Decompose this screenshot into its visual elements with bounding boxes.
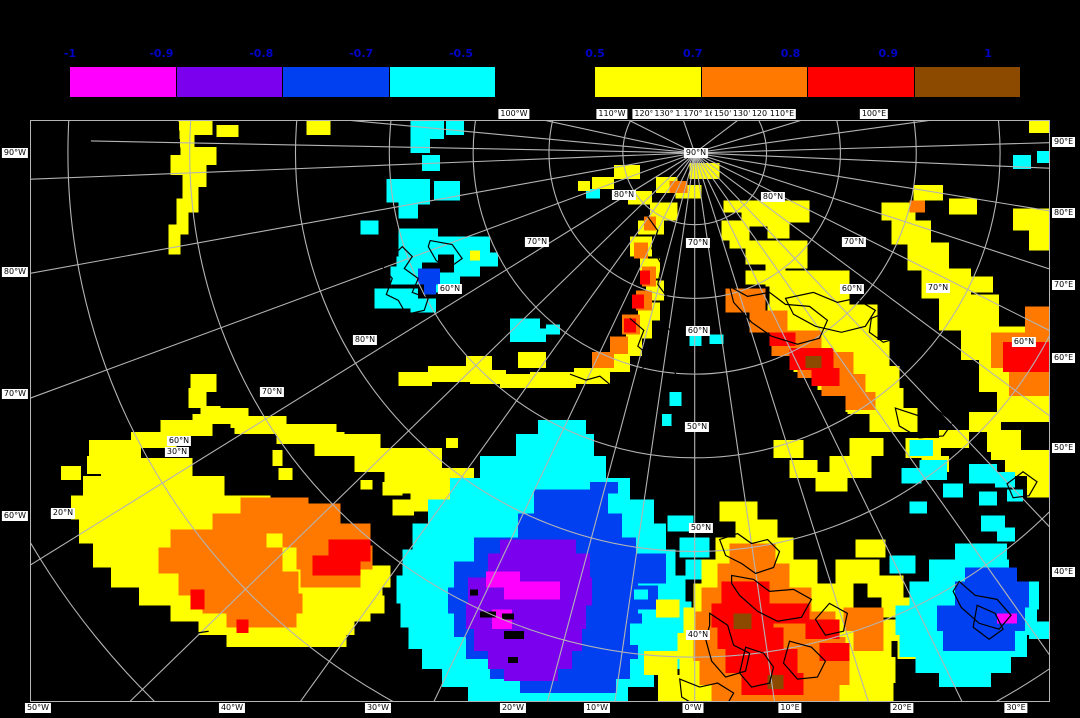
axis-label-top-3: 130°W (652, 109, 684, 119)
colorbar-left-seg-3 (389, 67, 495, 97)
axis-label-top-5: 170°W (681, 109, 713, 119)
colorbar-right-seg-3 (914, 67, 1020, 97)
graticule-label-17: 50°N (688, 523, 714, 533)
axis-label-top-2: 120°W (632, 109, 664, 119)
axis-label-right-4: 50°E (1052, 443, 1076, 453)
graticule-label-4: 70°N (259, 387, 285, 397)
colorbar-left-seg-1 (176, 67, 283, 97)
axis-label-bottom-3: 20°W (499, 703, 527, 713)
axis-label-bottom-5: 0°W (682, 703, 704, 713)
map-plot-area (31, 121, 1049, 701)
region-greenland-cyan (360, 121, 600, 343)
colorbar-right-tick-1: 0.7 (683, 47, 703, 60)
colorbar-right-seg-1 (701, 67, 808, 97)
graticule-label-3: 80°N (760, 192, 786, 202)
region-subtropical-atlantic-red-core (190, 539, 371, 634)
axis-label-bottom-0: 50°W (24, 703, 52, 713)
graticule-label-7: 70°N (841, 237, 867, 247)
region-greenland-blue-core (418, 268, 441, 295)
axis-label-bottom-7: 20°E (890, 703, 914, 713)
polar-stereographic-map: 90°N 80°N 80°N 80°N 70°N 70°N 70°N 70°N 70°N 60°N… (30, 120, 1050, 702)
axis-label-top-11: 100°E (859, 109, 889, 119)
axis-label-bottom-6: 10°E (778, 703, 802, 713)
axis-label-right-3: 60°E (1052, 353, 1076, 363)
colorbar-right-segments (595, 67, 1020, 97)
axis-label-left-1: 80°W (1, 267, 28, 277)
axis-label-bottom-2: 30°W (364, 703, 392, 713)
graticule-label-11: 60°N (685, 326, 711, 336)
graticule-label-1: 80°N (352, 335, 378, 345)
region-misc-cyan-patches (629, 150, 1049, 646)
graticule-label-13: 60°N (1011, 337, 1037, 347)
graticule-label-18: 40°N (685, 630, 711, 640)
graticule-label-8: 70°N (925, 283, 951, 293)
axis-label-top-7: 150°E (711, 109, 741, 119)
region-siberia-red-core (623, 270, 1049, 387)
region-misc-yellow-spots (306, 121, 1049, 460)
colorbar-right-seg-0 (595, 67, 702, 97)
axis-label-right-2: 70°E (1052, 280, 1076, 290)
axis-label-bottom-4: 10°W (583, 703, 611, 713)
parallels (31, 121, 1049, 701)
colorbar-left-ticks: -1 -0.9 -0.8 -0.7 -0.5 (64, 47, 495, 65)
graticule-label-2: 80°N (611, 190, 637, 200)
axis-label-left-2: 70°W (1, 389, 28, 399)
region-caspian-magenta-spot (997, 613, 1018, 624)
colorbar-left-segments (70, 67, 495, 97)
graticule-label-10: 60°N (437, 284, 463, 294)
graticule-label-0: 90°N (683, 148, 709, 158)
colorbar-left-tick-0: -1 (63, 47, 77, 60)
axis-label-top-1: 110°W (596, 109, 628, 119)
colorbar-right-seg-2 (808, 67, 915, 97)
graticule-label-15: 30°N (164, 447, 190, 457)
region-siberia-brown-core (805, 356, 822, 369)
graticule-label-6: 70°N (685, 238, 711, 248)
graticule-label-19: 20°N (50, 508, 76, 518)
axis-label-top-0: 100°W (498, 109, 530, 119)
colorbar-left-tick-2: -0.8 (249, 47, 274, 60)
region-north-atlantic-gaps (470, 589, 525, 664)
axis-label-top-8: 130°E (730, 109, 760, 119)
axis-label-bottom-8: 30°E (1004, 703, 1028, 713)
colorbar-right-ticks: 0.5 0.7 0.8 0.9 1 (585, 47, 1020, 65)
graticule (31, 121, 1049, 701)
negative-correlation-colorbar: -1 -0.9 -0.8 -0.7 -0.5 (64, 47, 495, 97)
axis-label-top-9: 120°E (749, 109, 779, 119)
axis-label-bottom-1: 40°W (218, 703, 246, 713)
graticule-label-9: 60°N (166, 436, 192, 446)
colorbar-left-tick-4: -0.5 (448, 47, 474, 60)
graticule-label-5: 70°N (524, 237, 550, 247)
colorbar-right-tick-0: 0.5 (585, 47, 605, 60)
graticule-label-12: 60°N (839, 284, 865, 294)
coastlines (90, 216, 1038, 701)
colorbar-right-tick-4: 1 (984, 47, 992, 60)
axis-label-right-0: 90°E (1052, 137, 1076, 147)
colorbar-left-seg-0 (70, 67, 177, 97)
colorbar-right-tick-2: 0.8 (780, 47, 801, 60)
meridians (31, 121, 1049, 701)
axis-label-left-3: 60°W (1, 511, 28, 521)
colorbar-left-tick-1: -0.9 (149, 47, 174, 60)
axis-label-top-10: 110°E (767, 109, 797, 119)
correlation-field (60, 121, 1049, 701)
axis-label-right-1: 80°E (1052, 208, 1076, 218)
graticule-label-16: 50°N (684, 422, 710, 432)
positive-correlation-colorbar: 0.5 0.7 0.8 0.9 1 (585, 47, 1020, 97)
colorbar-right-tick-3: 0.9 (878, 47, 899, 60)
axis-label-left-0: 90°W (1, 148, 28, 158)
colorbar-left-tick-3: -0.7 (349, 47, 374, 60)
axis-label-right-5: 40°E (1052, 567, 1076, 577)
colorbar-left-seg-2 (283, 67, 390, 97)
